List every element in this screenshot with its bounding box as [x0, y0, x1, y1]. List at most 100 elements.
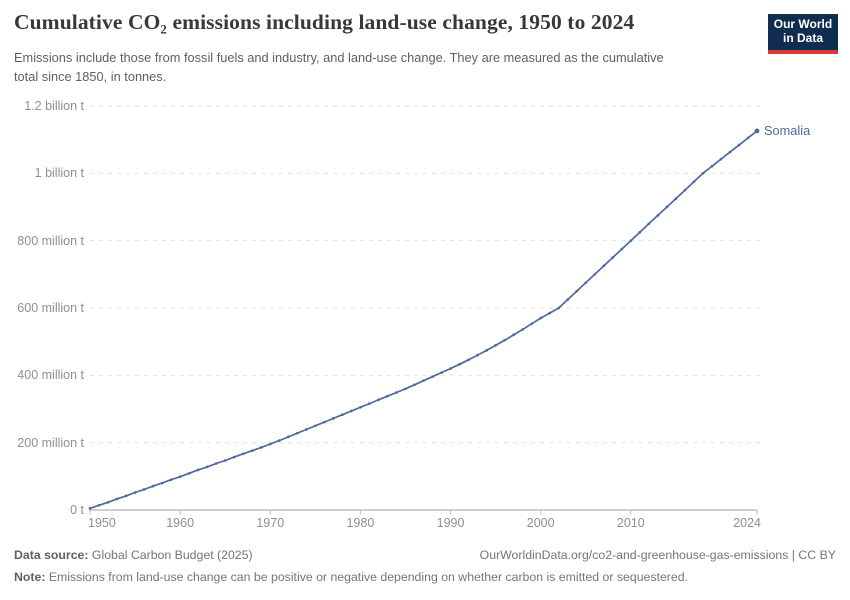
- x-axis-tick-label: 1970: [256, 516, 285, 530]
- data-point-marker: [710, 164, 714, 168]
- data-point-marker: [728, 150, 732, 154]
- y-axis-tick-label: 600 million t: [17, 301, 84, 315]
- data-point-marker: [422, 379, 425, 383]
- data-point-marker: [575, 289, 579, 293]
- owid-logo[interactable]: Our World in Data: [768, 14, 838, 54]
- data-point-marker: [196, 468, 200, 472]
- data-point-marker: [205, 465, 209, 469]
- data-point-marker: [277, 439, 281, 442]
- series-label-somalia[interactable]: Somalia: [764, 122, 811, 138]
- data-point-marker: [286, 435, 290, 439]
- data-point-marker: [458, 362, 461, 366]
- data-point-marker: [593, 272, 597, 276]
- chart-subtitle: Emissions include those from fossil fuel…: [14, 50, 664, 85]
- owid-logo-line2: in Data: [782, 31, 823, 45]
- data-point-marker: [295, 431, 299, 435]
- data-point-marker: [268, 442, 272, 446]
- data-point-marker: [413, 383, 416, 387]
- data-point-marker: [241, 452, 245, 456]
- data-point-marker: [350, 409, 353, 413]
- data-point-marker: [467, 358, 470, 362]
- footer-note-label: Note:: [14, 570, 46, 584]
- data-point-marker: [638, 230, 642, 234]
- data-point-marker: [124, 494, 128, 498]
- data-point-marker: [88, 506, 92, 510]
- x-axis-tick-label: 2010: [616, 516, 645, 530]
- data-point-marker: [386, 394, 389, 398]
- data-source-label: Data source:: [14, 548, 89, 562]
- data-point-marker: [332, 417, 335, 420]
- data-point-marker: [223, 459, 227, 462]
- data-point-marker: [557, 306, 561, 310]
- x-axis-tick-label: 1980: [346, 516, 375, 530]
- data-point-marker: [512, 333, 515, 337]
- data-point-marker: [431, 375, 434, 379]
- data-point-marker: [665, 205, 669, 209]
- data-point-marker: [151, 484, 155, 488]
- page-title: Cumulative CO₂ emissions including land-…: [14, 10, 635, 34]
- series-end-marker: [754, 128, 760, 134]
- data-point-marker: [548, 311, 552, 315]
- x-axis-tick-label: 1960: [166, 516, 195, 530]
- data-point-marker: [368, 402, 371, 405]
- data-point-marker: [701, 171, 705, 175]
- data-point-marker: [674, 197, 678, 200]
- series-path: [89, 130, 758, 510]
- data-point-marker: [476, 353, 479, 357]
- data-point-marker: [602, 264, 606, 268]
- data-point-marker: [341, 413, 344, 417]
- data-source-text: Data source: Global Carbon Budget (2025): [14, 548, 253, 562]
- data-point-marker: [503, 338, 506, 342]
- data-point-marker: [187, 471, 191, 475]
- data-point-marker: [142, 488, 146, 491]
- data-point-marker: [250, 449, 254, 453]
- data-point-marker: [323, 420, 326, 424]
- data-point-marker: [313, 424, 317, 428]
- data-point-marker: [259, 446, 263, 449]
- data-point-marker: [647, 222, 651, 226]
- y-axis-tick-label: 1 billion t: [34, 166, 84, 181]
- data-point-marker: [214, 462, 218, 465]
- data-point-marker: [620, 247, 624, 251]
- data-point-marker: [115, 497, 119, 501]
- y-axis-tick-label: 400 million t: [17, 368, 84, 383]
- x-axis-tick-label: 2000: [526, 516, 555, 530]
- data-point-marker: [97, 503, 101, 507]
- y-axis-tick-label: 200 million t: [17, 435, 84, 450]
- x-axis-tick-label: 1950: [88, 516, 116, 530]
- data-point-marker: [178, 475, 182, 479]
- data-point-marker: [404, 387, 407, 391]
- data-point-marker: [584, 281, 588, 285]
- data-point-marker: [232, 455, 236, 459]
- data-point-marker: [160, 481, 164, 485]
- data-point-marker: [494, 344, 497, 347]
- data-point-marker: [359, 405, 362, 409]
- owid-logo-line1: Our World: [773, 17, 833, 32]
- data-point-marker: [133, 491, 137, 494]
- y-axis-tick-label: 0 t: [70, 503, 84, 517]
- data-point-marker: [304, 428, 308, 431]
- x-axis-tick-label: 2024: [733, 516, 761, 530]
- data-point-marker: [449, 367, 452, 370]
- footer-link[interactable]: OurWorldinData.org/co2-and-greenhouse-ga…: [479, 548, 836, 562]
- series-line-somalia[interactable]: [88, 128, 760, 510]
- x-axis-tick-label: 1990: [436, 516, 465, 530]
- data-point-marker: [530, 322, 534, 326]
- data-point-marker: [737, 143, 741, 147]
- data-point-marker: [106, 500, 110, 504]
- data-point-marker: [395, 391, 398, 394]
- footer-note-text: Emissions from land-use change can be po…: [48, 570, 688, 584]
- y-axis-tick-label: 800 million t: [17, 233, 84, 248]
- data-point-marker: [377, 398, 380, 402]
- data-point-marker: [169, 478, 173, 482]
- data-point-marker: [539, 316, 543, 320]
- data-source-value: Global Carbon Budget (2025): [91, 548, 253, 562]
- data-point-marker: [566, 298, 570, 301]
- data-point-marker: [629, 239, 633, 243]
- data-point-marker: [485, 349, 488, 352]
- data-point-marker: [611, 256, 615, 259]
- data-point-marker: [521, 328, 524, 331]
- data-point-marker: [719, 157, 723, 161]
